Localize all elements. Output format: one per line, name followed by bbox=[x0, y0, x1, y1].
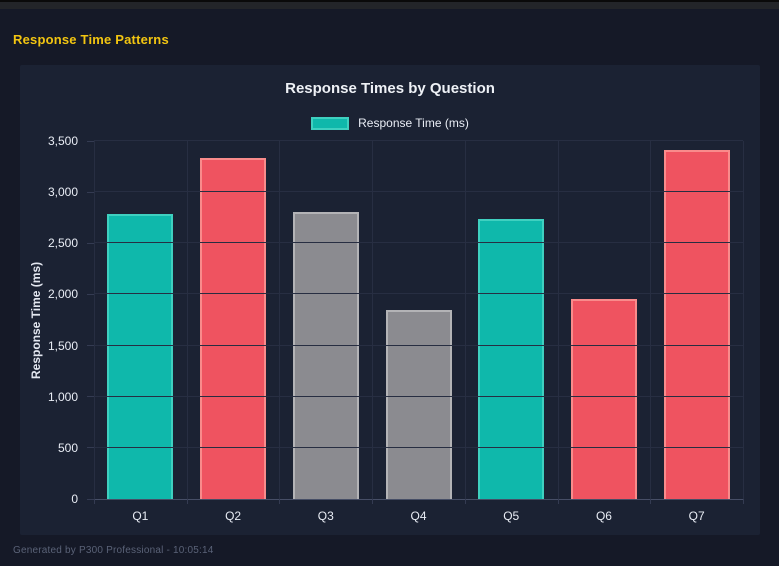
x-tick-mark bbox=[464, 499, 466, 504]
y-tick-label: 3,000 bbox=[47, 185, 78, 200]
gridline-vertical bbox=[743, 141, 744, 499]
y-tick-mark bbox=[87, 191, 94, 193]
x-tick-label: Q3 bbox=[317, 509, 334, 523]
y-axis: 0 500 1,000 1,500 2,000 2,500 3,000 3,500 bbox=[20, 134, 94, 506]
legend-label: Response Time (ms) bbox=[358, 116, 469, 130]
chart-title: Response Times by Question bbox=[285, 80, 495, 97]
bar-cell bbox=[187, 141, 280, 499]
gridline-horizontal bbox=[94, 242, 743, 244]
bar-cell bbox=[279, 141, 372, 499]
gridline-vertical bbox=[279, 141, 281, 499]
bars-row bbox=[94, 141, 743, 499]
legend-swatch bbox=[311, 116, 350, 130]
y-tick-mark bbox=[87, 345, 94, 347]
y-tick-label: 2,500 bbox=[47, 236, 78, 251]
gridline-horizontal bbox=[94, 293, 743, 295]
bar-q6[interactable] bbox=[570, 298, 637, 499]
x-tick-mark bbox=[557, 499, 559, 504]
y-tick-label: 1,500 bbox=[47, 338, 78, 353]
bar-cell bbox=[558, 141, 651, 499]
x-tick-label: Q4 bbox=[410, 509, 427, 523]
x-axis-labels: Q1 Q2 Q3 Q4 Q5 Q6 Q7 bbox=[94, 509, 743, 523]
gridline-horizontal bbox=[94, 140, 743, 141]
gridline-vertical bbox=[464, 141, 466, 499]
gridline-vertical bbox=[186, 141, 188, 499]
bar-cell bbox=[465, 141, 558, 499]
x-tick-label: Q5 bbox=[503, 509, 520, 523]
footer-text: Generated by P300 Professional - 10:05:1… bbox=[13, 545, 214, 556]
x-tick-label: Q1 bbox=[132, 509, 149, 523]
x-tick-mark bbox=[279, 499, 281, 504]
y-tick-label: 2,000 bbox=[47, 287, 78, 302]
x-tick-label: Q7 bbox=[688, 509, 705, 523]
y-tick-label: 500 bbox=[57, 440, 78, 455]
gridline-horizontal bbox=[94, 191, 743, 193]
y-tick-label: 3,500 bbox=[47, 134, 78, 148]
bar-cell bbox=[372, 141, 465, 499]
y-tick-mark bbox=[87, 242, 94, 244]
bar-q3[interactable] bbox=[292, 211, 359, 499]
window-top-bar bbox=[0, 0, 779, 9]
y-tick-mark bbox=[87, 293, 94, 295]
y-tick-mark bbox=[87, 447, 94, 449]
y-tick-mark bbox=[87, 140, 94, 142]
x-tick-mark bbox=[186, 499, 188, 504]
gridline-horizontal bbox=[94, 395, 743, 397]
page-title: Response Time Patterns bbox=[13, 32, 169, 47]
chart-panel: Response Times by Question Response Time… bbox=[20, 65, 760, 535]
bar-q1[interactable] bbox=[107, 213, 174, 499]
gridline-horizontal bbox=[94, 344, 743, 346]
chart-legend[interactable]: Response Time (ms) bbox=[20, 115, 760, 131]
x-tick-mark bbox=[743, 499, 744, 504]
plot-area bbox=[94, 140, 744, 504]
y-tick-mark bbox=[87, 396, 94, 398]
y-tick-mark bbox=[87, 498, 94, 500]
gridline-vertical bbox=[94, 141, 95, 499]
x-tick-mark bbox=[650, 499, 652, 504]
bar-q2[interactable] bbox=[200, 158, 267, 499]
x-tick-mark bbox=[372, 499, 374, 504]
bar-cell bbox=[94, 141, 187, 499]
y-tick-label: 0 bbox=[71, 492, 78, 506]
gridline-vertical bbox=[557, 141, 559, 499]
x-tick-label: Q6 bbox=[595, 509, 612, 523]
gridline-vertical bbox=[650, 141, 652, 499]
gridline-vertical bbox=[372, 141, 374, 499]
bar-cell bbox=[650, 141, 743, 499]
bar-q5[interactable] bbox=[478, 218, 545, 499]
bar-q7[interactable] bbox=[663, 150, 730, 499]
gridline-horizontal bbox=[94, 446, 743, 448]
bar-q4[interactable] bbox=[385, 309, 452, 499]
x-tick-label: Q2 bbox=[225, 509, 242, 523]
x-tick-mark bbox=[94, 499, 95, 504]
y-tick-label: 1,000 bbox=[47, 389, 78, 404]
